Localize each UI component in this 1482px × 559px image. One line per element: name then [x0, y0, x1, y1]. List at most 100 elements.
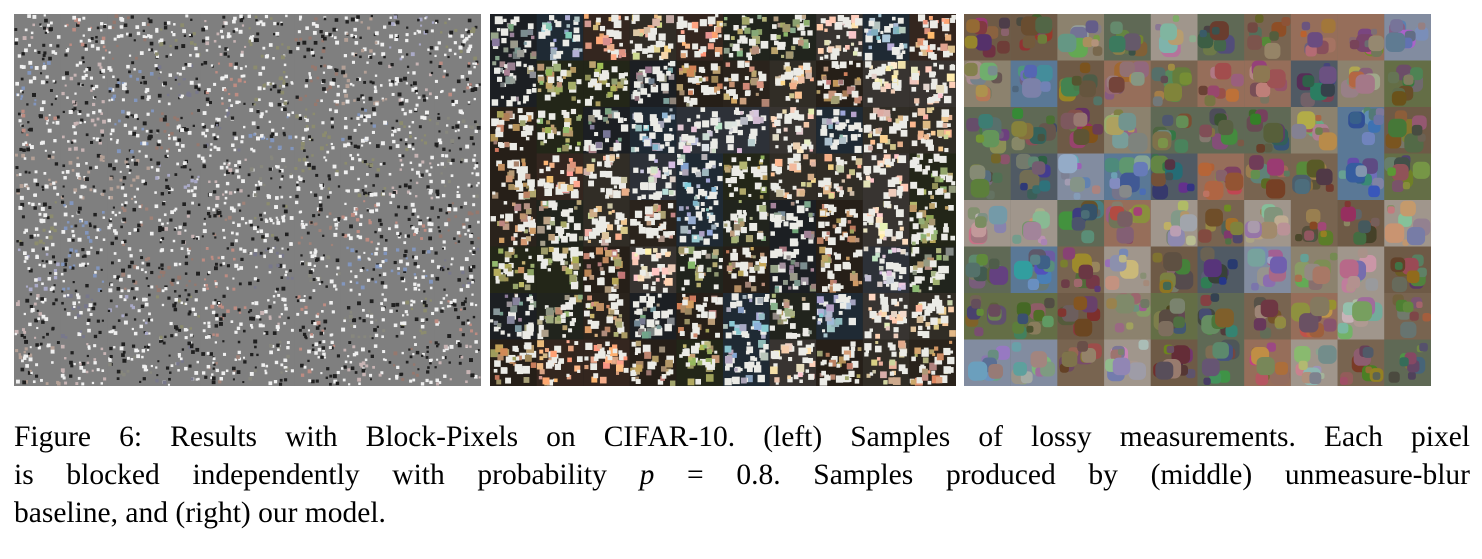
sample-tile [536, 60, 584, 107]
sample-tile [1197, 246, 1245, 293]
sample-tile [1337, 200, 1385, 247]
sample-tile [387, 246, 435, 293]
sample-tile [247, 339, 295, 386]
sample-tile [340, 153, 388, 200]
sample-tile [862, 153, 910, 200]
sample-tile [1244, 60, 1291, 107]
sample-tile [629, 339, 677, 386]
sample-tile [490, 14, 537, 61]
sample-tile [1057, 60, 1105, 107]
sample-tile [676, 246, 723, 293]
sample-tile [1244, 14, 1291, 61]
sample-tile [200, 200, 248, 247]
sample-tile [536, 14, 584, 61]
sample-tile [434, 200, 481, 247]
sample-tile [14, 153, 61, 200]
sample-tile [294, 14, 341, 61]
sample-tile [536, 107, 584, 154]
caption-math-value: = 0.8 [654, 459, 774, 491]
sample-tile [1384, 153, 1431, 200]
sample-tile [909, 153, 956, 200]
sample-tile [107, 293, 155, 340]
sample-tile [1290, 14, 1338, 61]
sample-tile [60, 153, 108, 200]
sample-tile [964, 107, 1011, 154]
caption-line-3: baseline, and (right) our model. [14, 497, 386, 529]
sample-tile [14, 200, 61, 247]
sample-tile [60, 14, 108, 61]
sample-tile [909, 107, 956, 154]
sample-tile [1384, 14, 1431, 61]
sample-tile [200, 293, 248, 340]
sample-tile [154, 293, 201, 340]
sample-tile [14, 246, 61, 293]
sample-tile [1150, 246, 1198, 293]
sample-tile [107, 153, 155, 200]
sample-tile [294, 200, 341, 247]
caption-line-1: Figure 6: Results with Block-Pixels on C… [14, 421, 1470, 453]
sample-tile [340, 107, 388, 154]
sample-tile [536, 293, 584, 340]
sample-tile [1010, 293, 1058, 340]
sample-tile [1197, 153, 1245, 200]
sample-tile [154, 153, 201, 200]
sample-tile [1197, 107, 1245, 154]
sample-tile [1337, 153, 1385, 200]
sample-tile [14, 339, 61, 386]
sample-tile [247, 60, 295, 107]
sample-tile [1197, 14, 1245, 61]
sample-tile [1104, 60, 1151, 107]
sample-tile [723, 200, 770, 247]
sample-tile [816, 339, 863, 386]
sample-tile [816, 293, 863, 340]
sample-tile [909, 14, 956, 61]
sample-tile [247, 14, 295, 61]
figure-caption: Figure 6: Results with Block-Pixels on C… [14, 418, 1470, 532]
sample-tile [1197, 339, 1245, 386]
sample-tile [490, 293, 537, 340]
sample-tile [60, 200, 108, 247]
sample-tile [723, 293, 770, 340]
sample-tile [862, 60, 910, 107]
sample-tile [200, 339, 248, 386]
sample-tile [1197, 200, 1245, 247]
sample-tile [1150, 339, 1198, 386]
sample-tile [1384, 107, 1431, 154]
sample-tile [909, 246, 956, 293]
sample-tile [387, 293, 435, 340]
sample-tile [1337, 60, 1385, 107]
sample-tile [1384, 60, 1431, 107]
sample-tile [1337, 246, 1385, 293]
sample-tile [1384, 293, 1431, 340]
sample-tile [200, 107, 248, 154]
sample-tile [862, 107, 910, 154]
sample-tile [490, 200, 537, 247]
sample-tile [294, 246, 341, 293]
sample-tile [676, 107, 723, 154]
sample-tile [1244, 293, 1291, 340]
sample-tile [387, 200, 435, 247]
sample-tile [294, 60, 341, 107]
sample-tile [434, 339, 481, 386]
sample-tile [723, 107, 770, 154]
sample-tile [1104, 107, 1151, 154]
sample-tile [1104, 200, 1151, 247]
sample-tile [60, 339, 108, 386]
sample-tile [1290, 153, 1338, 200]
sample-tile [107, 107, 155, 154]
sample-tile [247, 153, 295, 200]
sample-tile [862, 339, 910, 386]
sample-tile [200, 246, 248, 293]
sample-tile [200, 153, 248, 200]
sample-tile [1150, 200, 1198, 247]
sample-tile [340, 14, 388, 61]
sample-tile [676, 200, 723, 247]
sample-tile [769, 153, 817, 200]
sample-tile [862, 246, 910, 293]
sample-tile [964, 200, 1011, 247]
sample-tile [629, 153, 677, 200]
sample-tile [1057, 339, 1105, 386]
sample-tile [1057, 107, 1105, 154]
sample-tile [434, 153, 481, 200]
caption-math-variable: p [639, 459, 655, 491]
